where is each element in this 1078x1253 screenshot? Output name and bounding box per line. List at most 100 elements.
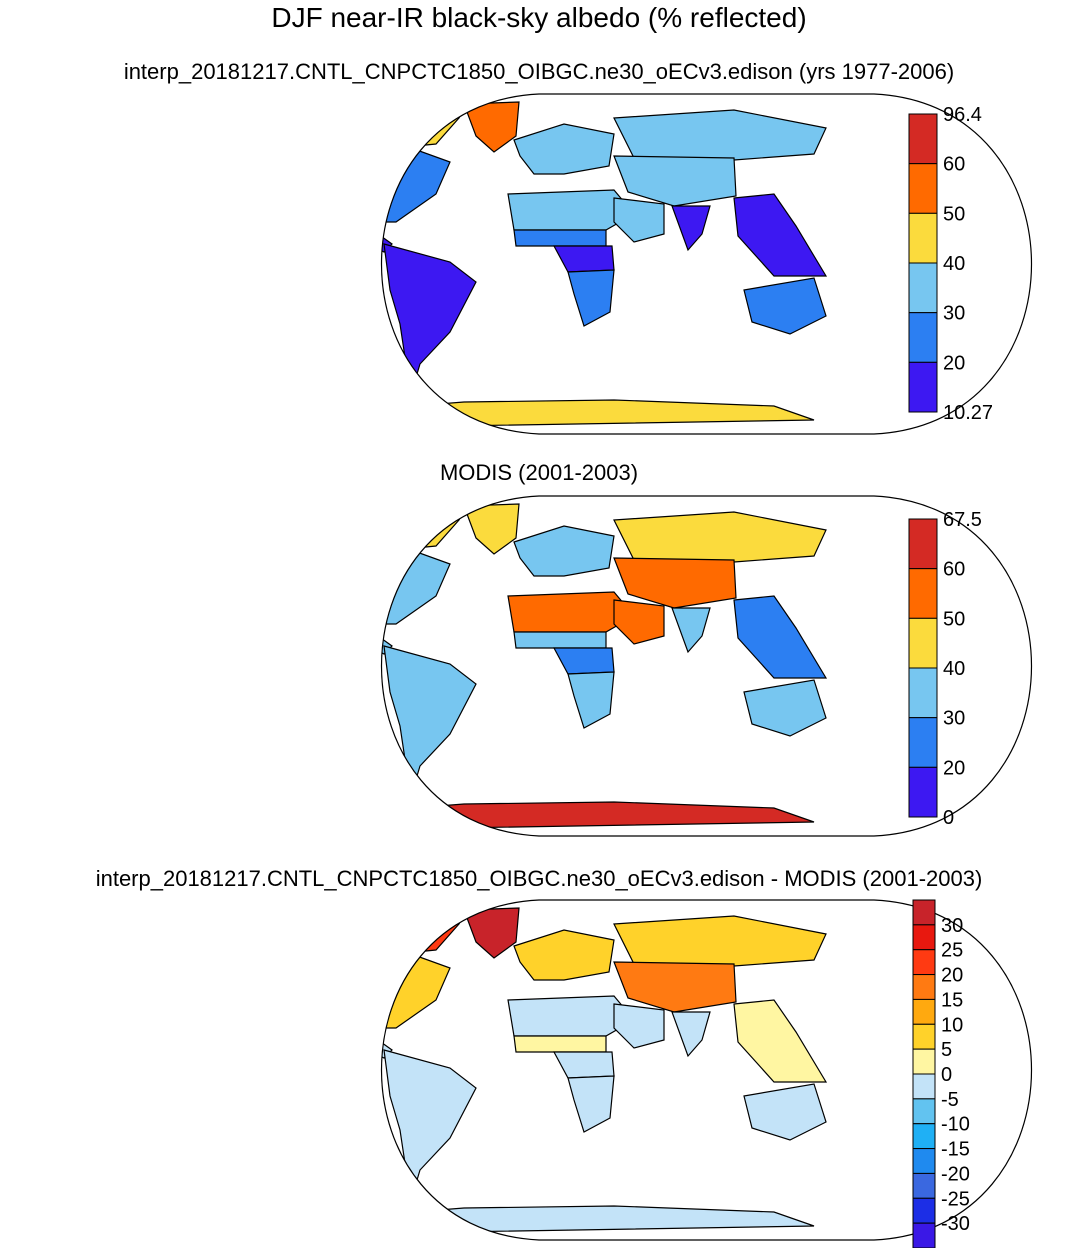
region-australia: [743, 1083, 827, 1141]
colorbar-tick-label: 15: [941, 989, 963, 1011]
colorbar-tick-label: -25: [941, 1188, 970, 1210]
region-arctic-canada: [381, 107, 461, 151]
region-india: [671, 607, 711, 654]
region-southern-africa: [567, 1075, 615, 1133]
panel-subtitle: MODIS (2001-2003): [440, 460, 638, 485]
colorbar-tick-label: 10.27: [943, 402, 993, 424]
region-south-america: [383, 645, 477, 788]
region-central-africa: [552, 647, 615, 675]
colorbar-segment: [908, 361, 938, 413]
region-north-america: [381, 951, 451, 1029]
region-north-america: [381, 547, 451, 625]
region-arabia: [613, 599, 665, 645]
colorbar-tick-label: -5: [941, 1089, 959, 1111]
region-arabia: [613, 1003, 665, 1049]
colorbar-segment: [912, 974, 936, 1000]
globe-outline: [380, 93, 1033, 435]
colorbar-tick-label: 20: [943, 757, 965, 779]
colorbar-tick-label: 60: [943, 559, 965, 581]
region-siberia: [613, 109, 827, 161]
panel-model: interp_20181217.CNTL_CNPCTC1850_OIBGC.ne…: [124, 59, 1033, 435]
region-greenland: [463, 907, 520, 959]
colorbar-tick-label: 30: [943, 708, 965, 730]
colorbar-segment: [912, 1123, 936, 1150]
colorbar-tick-label: 40: [943, 253, 965, 275]
colorbar-tick-label: 30: [943, 303, 965, 325]
colorbar-segment: [912, 1048, 936, 1075]
colorbar-segment: [908, 262, 938, 314]
region-greenland: [463, 503, 520, 555]
region-southeast-asia: [733, 193, 828, 277]
panel-subtitle: interp_20181217.CNTL_CNPCTC1850_OIBGC.ne…: [124, 59, 954, 84]
colorbar-tick-label: -15: [941, 1139, 970, 1161]
colorbar-segment: [912, 949, 936, 976]
colorbar-segment: [912, 1098, 936, 1125]
region-arabia: [613, 197, 665, 243]
colorbar-tick-label: -30: [941, 1213, 970, 1235]
colorbar-tick-label: 20: [943, 352, 965, 374]
region-southern-africa: [567, 671, 615, 729]
colorbar-segment: [908, 717, 938, 768]
colorbar-tick-label: 50: [943, 203, 965, 225]
colorbar-segment: [912, 998, 936, 1025]
colorbar-segment: [912, 924, 936, 951]
colorbar-tick-label: 0: [941, 1064, 952, 1086]
region-north-america: [381, 145, 451, 223]
region-india: [671, 1011, 711, 1058]
colorbar-tick-label: 10: [941, 1014, 963, 1036]
region-central-america: [381, 604, 393, 655]
main-title: DJF near-IR black-sky albedo (% reflecte…: [271, 2, 806, 33]
colorbar-tick-label: 50: [943, 608, 965, 630]
colorbar-tick-label: 96.4: [943, 104, 982, 126]
colorbar-tick-label: 60: [943, 154, 965, 176]
region-antarctica: [381, 1205, 815, 1235]
colorbar-segment: [908, 617, 938, 669]
colorbar-segment: [912, 1172, 936, 1199]
colorbar-segment: [912, 1197, 936, 1224]
globe-outline: [380, 495, 1033, 837]
panel-subtitle: interp_20181217.CNTL_CNPCTC1850_OIBGC.ne…: [96, 866, 983, 891]
region-sahel: [513, 229, 607, 247]
colorbar-segment: [912, 1222, 936, 1249]
region-central-asia: [613, 961, 737, 1013]
colorbar-tick-label: 67.5: [943, 509, 982, 531]
region-europe: [513, 929, 615, 981]
colorbar-segment: [908, 312, 938, 363]
colorbar-tick-label: 20: [941, 965, 963, 987]
colorbar-tick-label: -10: [941, 1114, 970, 1136]
region-central-africa: [552, 1051, 615, 1079]
region-australia: [743, 277, 827, 335]
colorbar-tick-label: 0: [943, 807, 954, 829]
globe-outline: [380, 899, 1033, 1241]
region-europe: [513, 525, 615, 577]
colorbar-segment: [908, 568, 938, 619]
region-sahel: [513, 631, 607, 649]
colorbar-segment: [908, 212, 938, 264]
colorbar-segment: [912, 1023, 936, 1050]
region-central-america: [381, 202, 393, 253]
region-siberia: [613, 915, 827, 967]
colorbar-tick-label: -20: [941, 1163, 970, 1185]
colorbar-tick-label: 25: [941, 940, 963, 962]
map-model: [380, 93, 1033, 435]
region-europe: [513, 123, 615, 175]
region-central-asia: [613, 155, 737, 207]
region-south-america: [383, 243, 477, 386]
region-southeast-asia: [733, 595, 828, 679]
colorbar-tick-label: 30: [941, 915, 963, 937]
panel-modis: MODIS (2001-2003) 67.5 60 50 40 30 20 0: [380, 460, 1033, 837]
colorbar-segment: [908, 163, 938, 214]
colorbar-model: 96.4 60 50 40 30 20 10.27: [908, 104, 993, 424]
region-siberia: [613, 511, 827, 563]
colorbar-segment: [908, 113, 938, 165]
colorbar-segment: [912, 899, 936, 926]
colorbar-segment: [908, 766, 938, 818]
region-antarctica: [381, 801, 815, 831]
region-south-america: [383, 1049, 477, 1192]
region-central-asia: [613, 557, 737, 609]
region-central-america: [381, 1008, 393, 1059]
region-india: [671, 205, 711, 252]
colorbar-modis: 67.5 60 50 40 30 20 0: [908, 509, 982, 829]
region-sahel: [513, 1035, 607, 1053]
